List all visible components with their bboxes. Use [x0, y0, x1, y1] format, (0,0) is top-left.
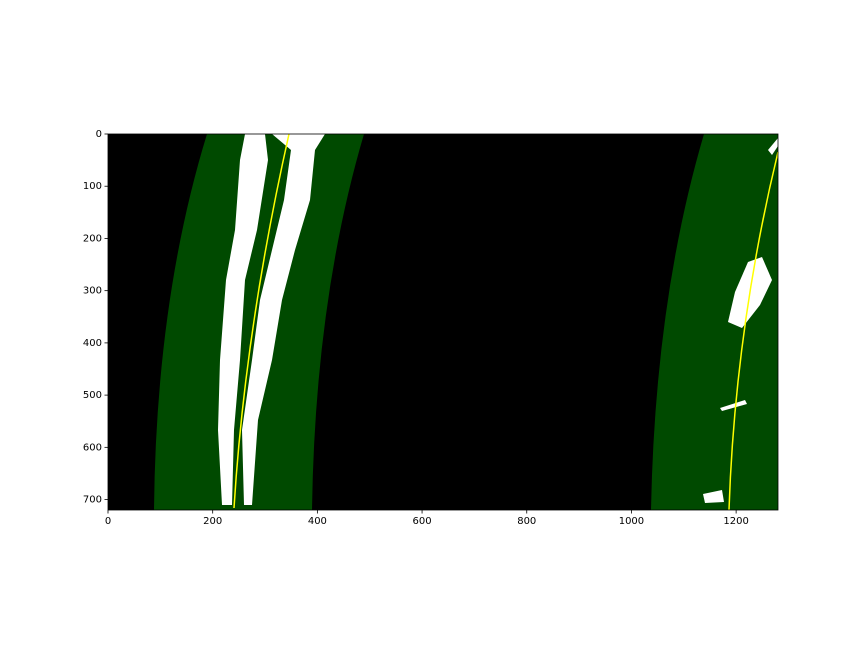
right-lane-pixels	[703, 490, 724, 503]
right-lane-window	[651, 134, 778, 510]
x-tick-label: 0	[105, 516, 111, 527]
left-lane-pixels	[218, 134, 268, 505]
x-tick-label: 200	[203, 516, 222, 527]
left-lane-fit	[233, 133, 290, 509]
y-tick-label: 700	[83, 495, 102, 506]
image	[108, 133, 779, 511]
y-tick-label: 400	[83, 338, 102, 349]
left-lane-pixels	[242, 134, 325, 505]
right-lane-fit	[728, 151, 779, 511]
y-tick-label: 200	[83, 233, 102, 244]
right-lane-pixels	[720, 400, 747, 411]
y-tick-label: 600	[83, 442, 102, 453]
right-lane-pixels	[768, 138, 778, 155]
x-tick-label: 1000	[619, 516, 644, 527]
y-tick-label: 100	[83, 181, 102, 192]
y-tick-label: 0	[96, 129, 102, 140]
y-tick-label: 500	[83, 390, 102, 401]
x-tick-label: 800	[517, 516, 536, 527]
x-tick-label: 400	[308, 516, 327, 527]
y-tick-label: 300	[83, 286, 102, 297]
x-tick-label: 600	[413, 516, 432, 527]
x-tick-label: 1200	[723, 516, 748, 527]
axes-frame	[107, 133, 779, 511]
